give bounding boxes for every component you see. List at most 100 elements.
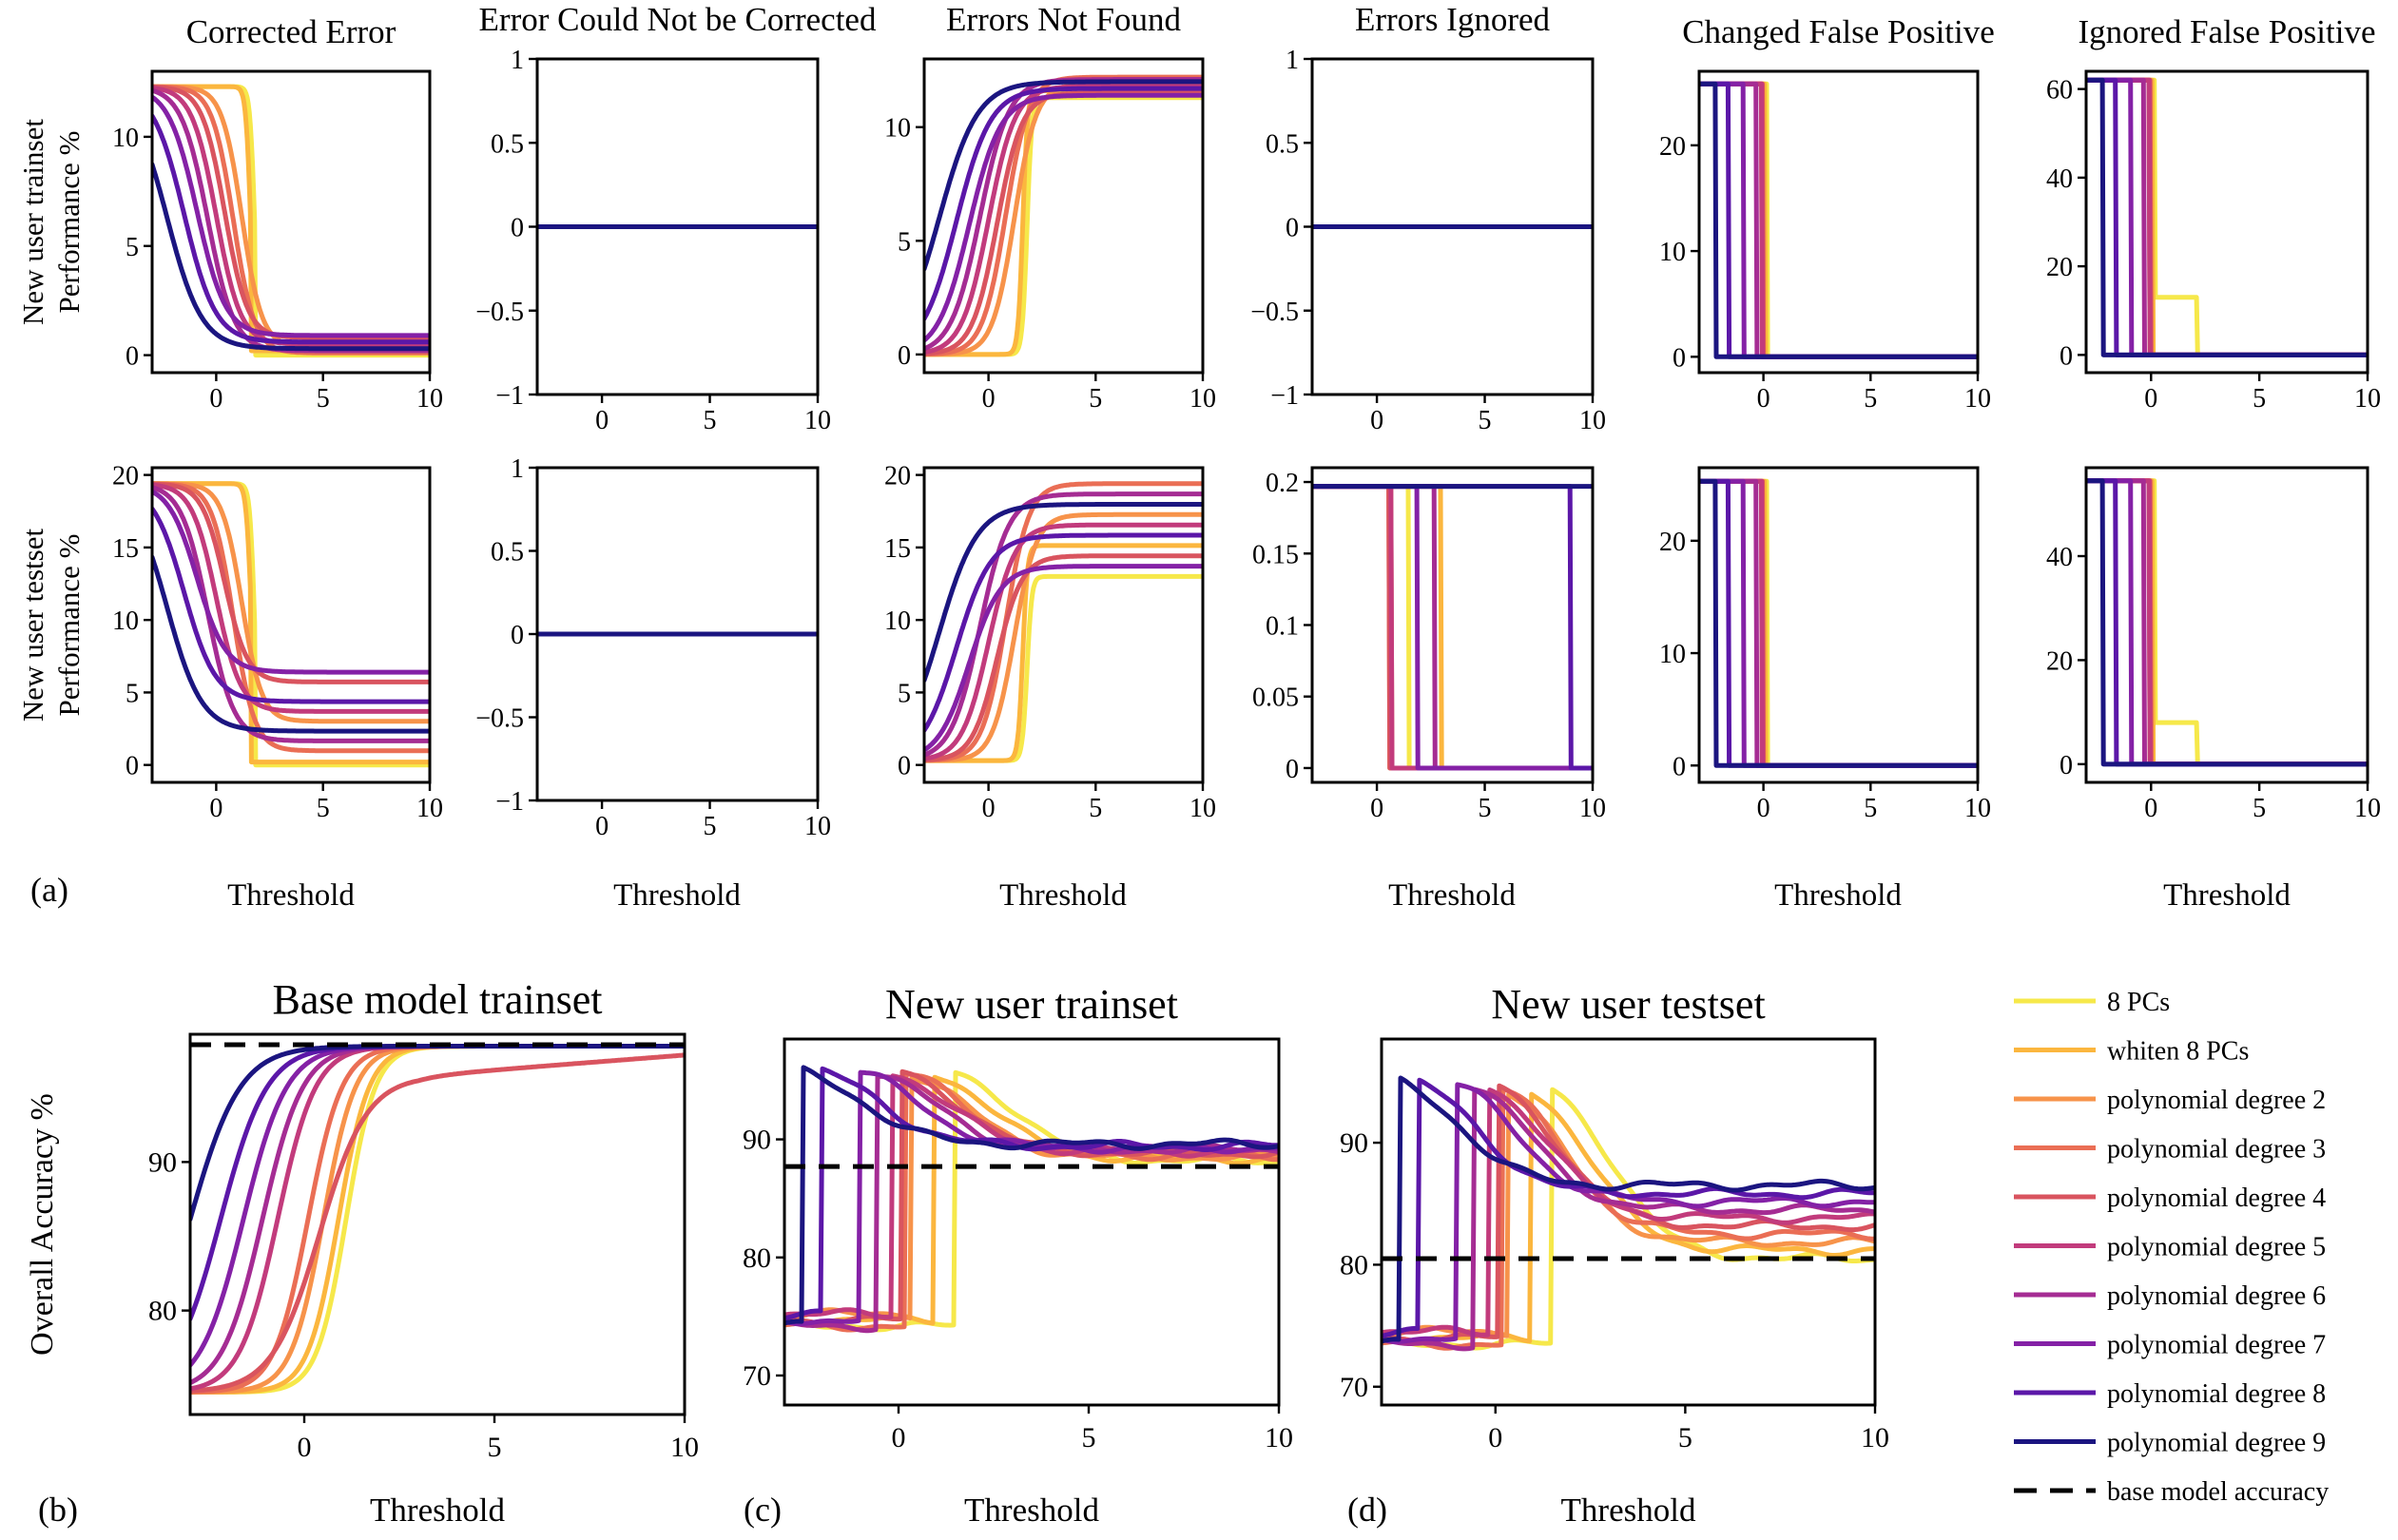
panel-a-row2-corrected-error: 0 5 10 0 5 10 15 20 New user testsetPerformance … bbox=[16, 462, 443, 823]
series-whiten-8-pcs bbox=[152, 481, 430, 765]
panel-d-new-user-testset: 0 5 10 70 80 90 New user testset Threshold bbox=[1340, 981, 1889, 1529]
plot-frame bbox=[188, 1032, 687, 1416]
y-tick-label: −1 bbox=[495, 381, 524, 411]
series-polynomial-degree-7 bbox=[924, 92, 1203, 343]
plot-frame bbox=[1380, 1037, 1877, 1407]
y-tick-label: 0 bbox=[1673, 343, 1686, 373]
series-polynomial-degree-8 bbox=[1312, 484, 1593, 771]
series-polynomial-degree-4 bbox=[1312, 484, 1593, 771]
y-tick-label: 5 bbox=[126, 233, 139, 262]
panel-label-a: (a) bbox=[30, 871, 68, 909]
y-tick-label: 0.15 bbox=[1252, 540, 1299, 569]
x-axis-label: Threshold bbox=[370, 1492, 505, 1529]
y-tick-label: 20 bbox=[884, 462, 911, 491]
series-polynomial-degree-5 bbox=[1312, 484, 1593, 771]
series-polynomial-degree-3 bbox=[152, 481, 430, 754]
y-axis-label: New user trainsetPerformance % bbox=[16, 119, 86, 325]
xlabel-a5: Threshold bbox=[1774, 878, 1902, 913]
panel-a-row1-errors-not-found: 0 5 10 0 5 10 Errors Not Found bbox=[884, 1, 1216, 414]
x-tick-label: 5 bbox=[2253, 384, 2266, 414]
y-tick-label: 15 bbox=[112, 534, 139, 564]
x-tick-label: 0 bbox=[2144, 384, 2157, 414]
series-polynomial-degree-9 bbox=[1382, 1075, 1875, 1344]
y-tick-label: 80 bbox=[1340, 1249, 1368, 1280]
y-tick-label: 0 bbox=[1286, 214, 1299, 243]
legend-label: polynomial degree 6 bbox=[2107, 1281, 2326, 1311]
x-tick-label: 0 bbox=[209, 384, 222, 414]
series-polynomial-degree-3 bbox=[1382, 1086, 1875, 1351]
legend-label: polynomial degree 5 bbox=[2107, 1233, 2326, 1262]
series-polynomial-degree-9 bbox=[924, 502, 1203, 683]
series-whiten-8-pcs bbox=[1312, 484, 1593, 771]
series-polynomial-degree-8 bbox=[152, 506, 430, 704]
chart-title: Errors Not Found bbox=[946, 1, 1181, 38]
legend-label: polynomial degree 9 bbox=[2107, 1429, 2326, 1458]
x-tick-label: 0 bbox=[595, 812, 609, 841]
y-tick-label: 10 bbox=[884, 114, 911, 144]
plot-frame bbox=[150, 69, 432, 375]
chart-title: Base model trainset bbox=[272, 976, 602, 1023]
panel-b-base-model-trainset: 0 5 10 80 90 Base model trainset Overall Accur… bbox=[25, 976, 699, 1529]
plot-frame bbox=[150, 466, 432, 784]
series-polynomial-degree-7 bbox=[2086, 478, 2368, 767]
y-tick-label: 90 bbox=[743, 1125, 771, 1156]
y-tick-label: 10 bbox=[884, 606, 911, 636]
series-polynomial-degree-9 bbox=[924, 79, 1203, 272]
x-tick-label: 5 bbox=[2253, 794, 2266, 823]
plot-frame bbox=[922, 466, 1205, 784]
y-tick-label: 0.5 bbox=[491, 129, 524, 159]
series-polynomial-degree-2 bbox=[924, 511, 1203, 763]
legend-label: whiten 8 PCs bbox=[2107, 1037, 2249, 1067]
plot-frame bbox=[922, 57, 1205, 375]
y-tick-label: 0.1 bbox=[1266, 612, 1299, 642]
y-tick-label: −1 bbox=[495, 787, 524, 817]
x-tick-label: 10 bbox=[1189, 384, 1216, 414]
panel-a-row1-error-not-corrected: 0 5 10 −1 −0.5 0 0.5 1 Error Could Not be Correc… bbox=[475, 1, 877, 435]
chart-title: New user testset bbox=[1491, 981, 1765, 1028]
row-a-xlabels: Threshold Threshold Threshold Threshold … bbox=[227, 878, 2291, 913]
y-tick-label: 15 bbox=[884, 534, 911, 564]
x-tick-label: 10 bbox=[2354, 384, 2381, 414]
legend-label: polynomial degree 3 bbox=[2107, 1135, 2326, 1165]
series-polynomial-degree-8 bbox=[152, 113, 430, 345]
series-polynomial-degree-6 bbox=[152, 485, 430, 743]
x-axis-label: Threshold bbox=[1561, 1492, 1696, 1529]
y-tick-label: 20 bbox=[2046, 646, 2073, 676]
series-polynomial-degree-9 bbox=[784, 1065, 1279, 1326]
x-tick-label: 10 bbox=[2354, 794, 2381, 823]
series-polynomial-degree-9 bbox=[2086, 478, 2368, 767]
series-polynomial-degree-2 bbox=[1312, 484, 1593, 771]
x-tick-label: 0 bbox=[1370, 794, 1383, 823]
y-tick-label: 0.05 bbox=[1252, 683, 1299, 713]
x-tick-label: 10 bbox=[1189, 794, 1216, 823]
x-tick-label: 10 bbox=[1265, 1422, 1293, 1453]
series-polynomial-degree-7 bbox=[2086, 77, 2368, 357]
y-tick-label: 60 bbox=[2046, 76, 2073, 106]
series-8-pcs bbox=[1312, 484, 1593, 771]
y-tick-label: −0.5 bbox=[1250, 298, 1299, 327]
xlabel-a3: Threshold bbox=[999, 878, 1127, 913]
panel-label-c: (c) bbox=[744, 1491, 782, 1529]
series-polynomial-degree-4 bbox=[152, 481, 430, 684]
y-tick-label: 70 bbox=[1340, 1372, 1368, 1403]
series-polynomial-degree-6 bbox=[924, 491, 1203, 758]
xlabel-a6: Threshold bbox=[2163, 878, 2291, 913]
plot-frame bbox=[2084, 69, 2369, 375]
legend-label: polynomial degree 2 bbox=[2107, 1086, 2326, 1115]
plot-frame bbox=[1697, 69, 1980, 375]
x-tick-label: 10 bbox=[1579, 406, 1606, 435]
y-tick-label: 0.5 bbox=[491, 538, 524, 568]
y-tick-label: 80 bbox=[743, 1242, 771, 1274]
x-tick-label: 10 bbox=[1861, 1422, 1889, 1453]
series-polynomial-degree-5 bbox=[924, 84, 1203, 356]
x-tick-label: 10 bbox=[416, 794, 443, 823]
panel-a-row2-error-not-corrected: 0 5 10 −1 −0.5 0 0.5 1 bbox=[475, 454, 831, 841]
xlabel-a4: Threshold bbox=[1388, 878, 1516, 913]
x-tick-label: 0 bbox=[982, 384, 996, 414]
legend-label: base model accuracy bbox=[2107, 1477, 2329, 1507]
series-polynomial-degree-9 bbox=[152, 554, 430, 734]
legend-label: 8 PCs bbox=[2107, 988, 2170, 1017]
x-tick-label: 5 bbox=[704, 812, 717, 841]
series-polynomial-degree-7 bbox=[1312, 484, 1593, 771]
